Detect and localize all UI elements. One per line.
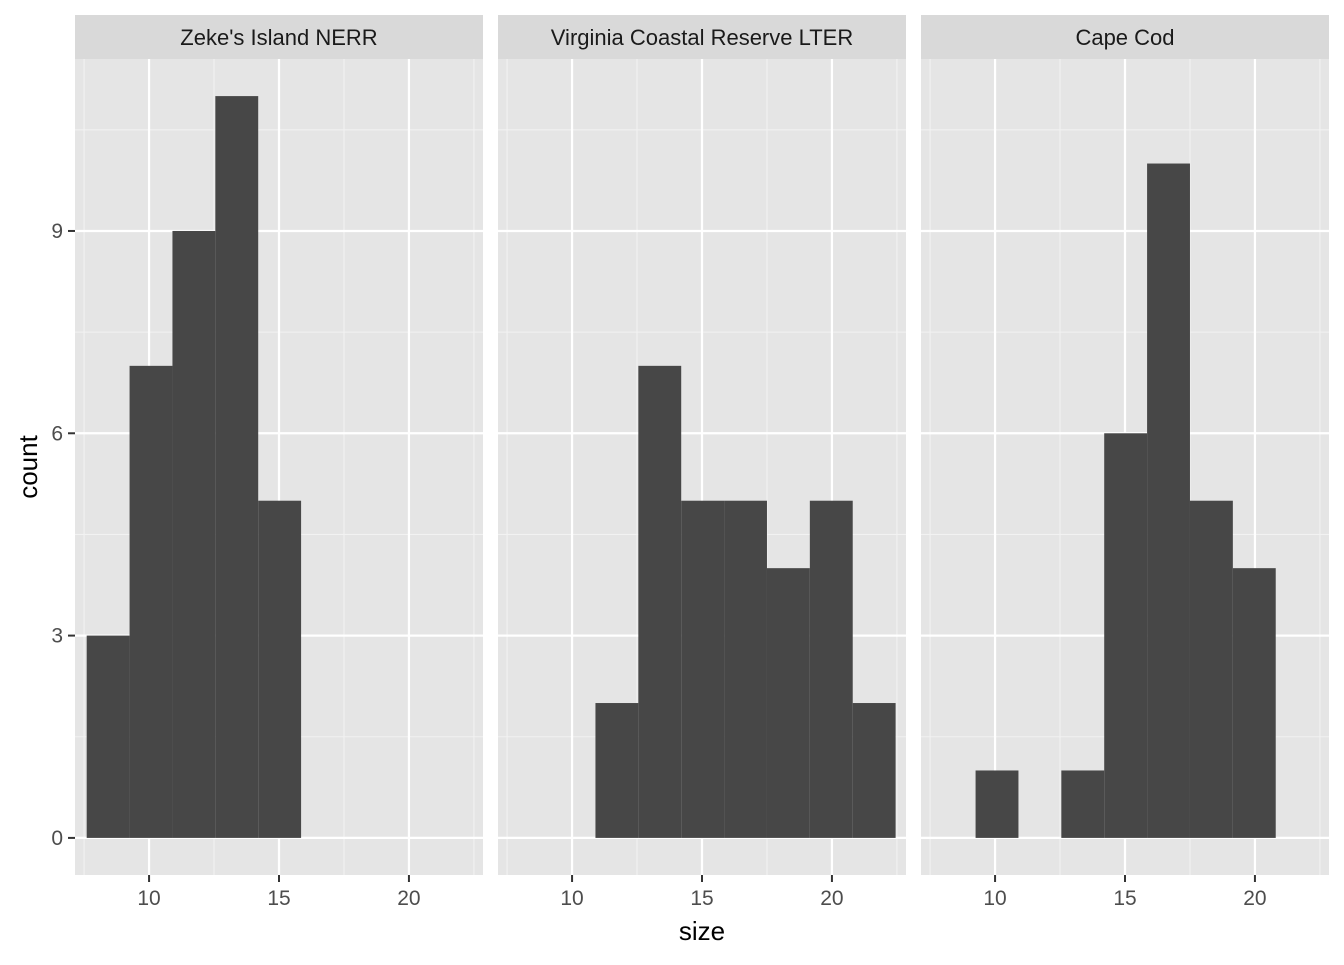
y-tick-label: 6 (51, 422, 63, 445)
histogram-bar (1147, 163, 1190, 838)
histogram-bar (1104, 433, 1148, 838)
facet-label: Cape Cod (1075, 25, 1174, 50)
x-tick-label: 10 (983, 887, 1006, 910)
x-axis-title: size (679, 916, 725, 946)
histogram-bar (1232, 568, 1276, 838)
histogram-bar (258, 500, 302, 838)
histogram-bar (129, 365, 173, 838)
facet-label: Zeke's Island NERR (180, 25, 377, 50)
histogram-bar (215, 96, 259, 838)
histogram-bar (595, 703, 639, 838)
x-tick-label: 15 (267, 887, 290, 910)
histogram-bar (852, 703, 896, 838)
x-tick-label: 15 (1113, 887, 1136, 910)
y-axis-title: count (13, 434, 43, 498)
x-tick-label: 20 (820, 887, 843, 910)
x-tick-label: 15 (690, 887, 713, 910)
histogram-bar (638, 365, 682, 838)
histogram-bar (1189, 500, 1233, 838)
y-tick-label: 0 (51, 827, 63, 850)
histogram-bar (86, 635, 130, 838)
histogram-bar (809, 500, 853, 838)
x-tick-label: 10 (560, 887, 583, 910)
x-tick-label: 10 (137, 887, 160, 910)
histogram-bar (724, 500, 767, 838)
y-tick-label: 3 (51, 625, 63, 648)
histogram-bar (975, 770, 1019, 838)
facet-label: Virginia Coastal Reserve LTER (551, 25, 853, 50)
histogram-bar (766, 568, 810, 838)
x-tick-label: 20 (397, 887, 420, 910)
histogram-bar (681, 500, 725, 838)
histogram-bar (1061, 770, 1105, 838)
facet-strip (921, 15, 1329, 59)
facet-strip (75, 15, 483, 59)
histogram-bar (172, 230, 216, 838)
y-tick-label: 9 (51, 220, 63, 243)
facet-strip (498, 15, 906, 59)
x-tick-label: 20 (1243, 887, 1266, 910)
